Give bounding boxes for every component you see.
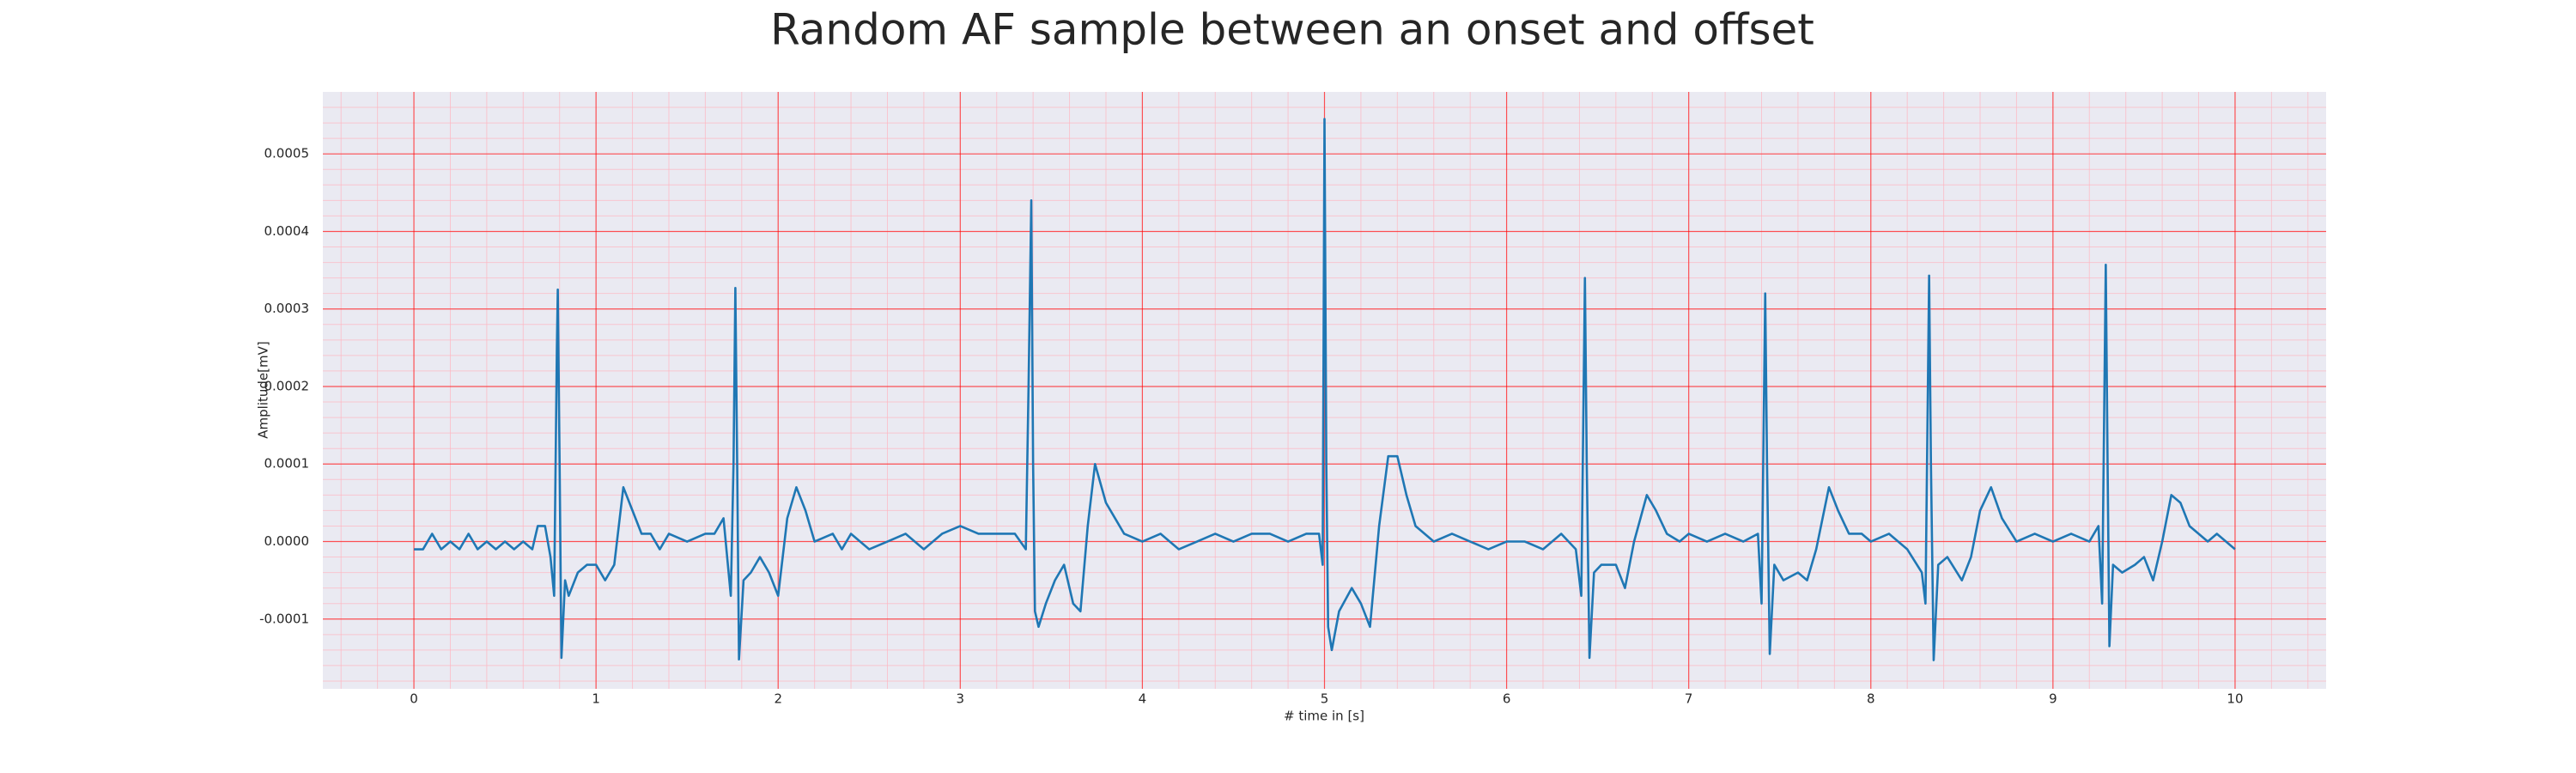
x-tick-label: 4: [1139, 691, 1147, 707]
y-tick-label: 0.0005: [264, 146, 310, 161]
x-axis-label: # time in [s]: [1284, 709, 1364, 724]
chart-title: Random AF sample between an onset and of…: [770, 5, 1814, 55]
x-tick-label: 3: [957, 691, 965, 707]
x-tick-label: 2: [774, 691, 782, 707]
y-tick-label: 0.0002: [264, 378, 310, 393]
y-tick-label: 0.0004: [264, 223, 310, 239]
y-tick-label: 0.0003: [264, 301, 310, 316]
x-tick-label: 7: [1685, 691, 1693, 707]
x-tick-label: 9: [2049, 691, 2057, 707]
y-axis-label: Amplitude[mV]: [256, 341, 271, 438]
y-tick-label: 0.0001: [264, 456, 310, 472]
y-tick-label: 0.0000: [264, 533, 310, 549]
x-tick-label: 8: [1867, 691, 1875, 707]
x-tick-label: 6: [1503, 691, 1511, 707]
x-tick-label: 10: [2227, 691, 2243, 707]
x-tick-label: 5: [1321, 691, 1329, 707]
x-tick-label: 0: [410, 691, 418, 707]
x-tick-label: 1: [592, 691, 600, 707]
signal-line: [414, 118, 2236, 661]
y-tick-label: -0.0001: [259, 611, 309, 626]
